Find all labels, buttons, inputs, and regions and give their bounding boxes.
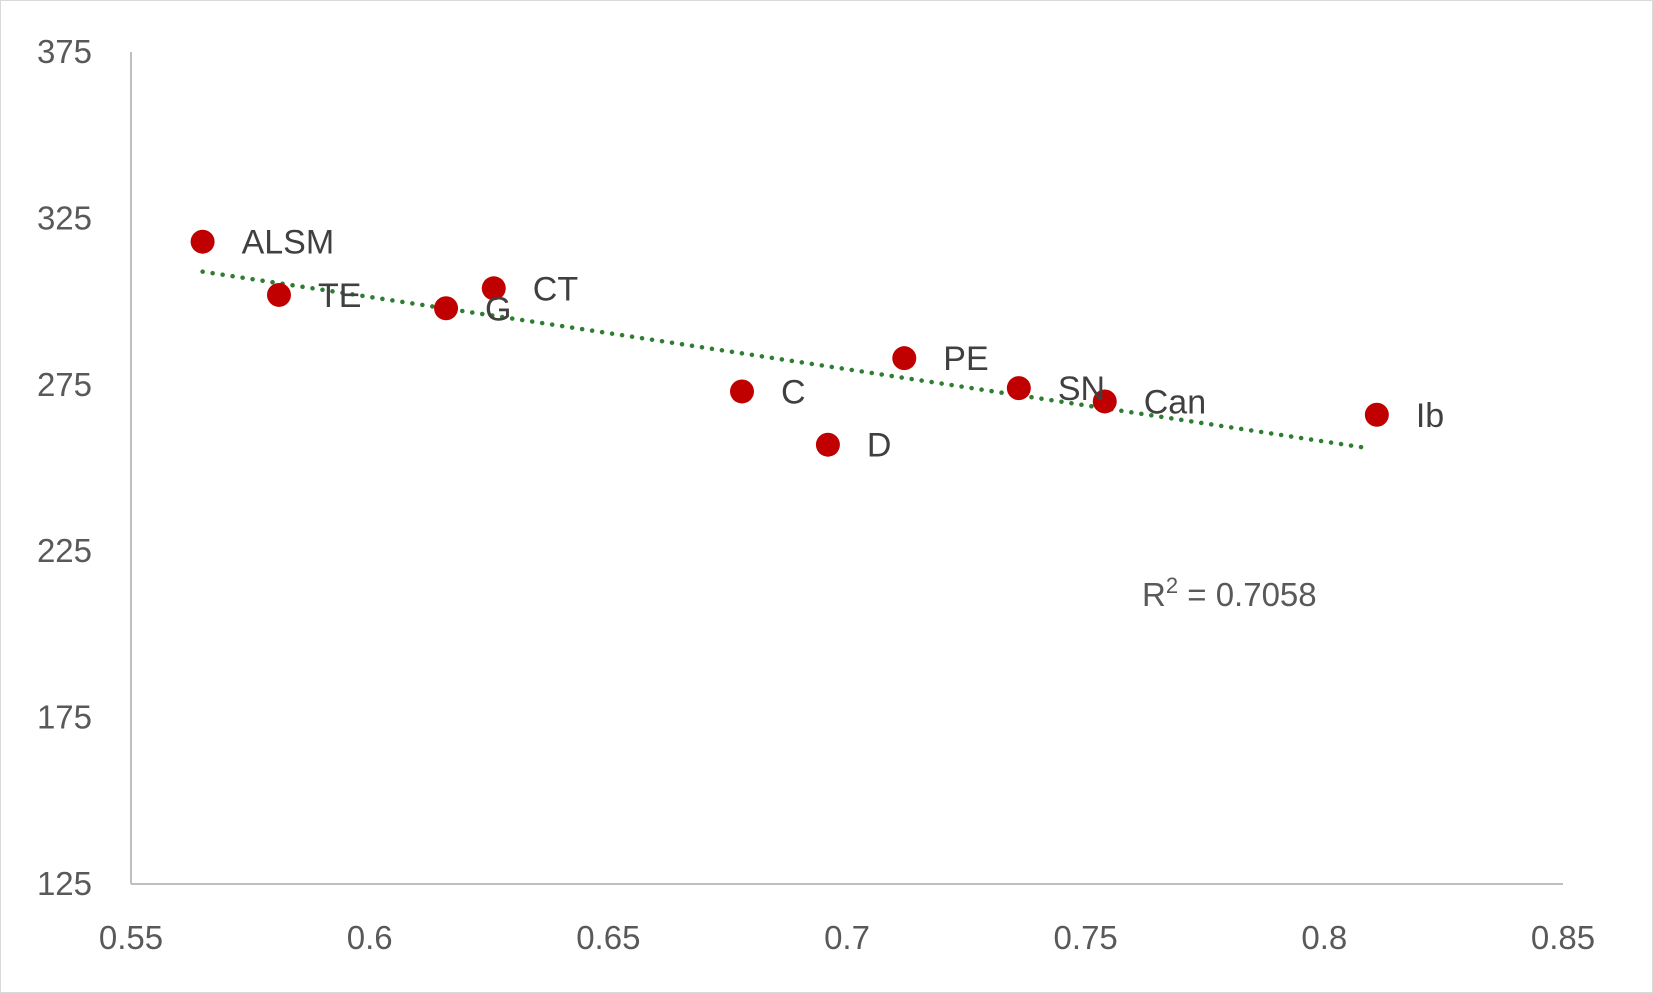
data-point xyxy=(190,229,215,254)
data-point xyxy=(815,432,840,457)
data-point xyxy=(1006,376,1031,401)
r-squared-label: R2 = 0.7058 xyxy=(1142,573,1317,613)
data-point xyxy=(266,282,291,307)
point-label: ALSM xyxy=(242,224,335,262)
y-tick-label: 325 xyxy=(37,199,92,236)
x-axis: 0.55 0.6 0.65 0.7 0.75 0.8 0.85 xyxy=(99,883,1595,956)
x-tick-label: 0.85 xyxy=(1531,919,1595,956)
data-point xyxy=(1364,402,1389,427)
data-point xyxy=(1092,389,1117,414)
point-label: C xyxy=(781,373,806,411)
data-points xyxy=(190,229,1389,457)
x-tick-label: 0.75 xyxy=(1054,919,1118,956)
trendline xyxy=(200,269,1370,451)
y-tick-label: 175 xyxy=(37,699,92,736)
linear-trendline xyxy=(200,269,1370,451)
data-point xyxy=(434,296,459,321)
point-label: Ib xyxy=(1416,397,1444,435)
point-label: D xyxy=(867,427,892,465)
x-tick-label: 0.7 xyxy=(824,919,870,956)
point-label: PE xyxy=(943,340,988,378)
y-tick-label: 275 xyxy=(37,366,92,403)
data-point xyxy=(892,346,917,371)
x-tick-label: 0.55 xyxy=(99,919,163,956)
y-tick-label: 225 xyxy=(37,532,92,569)
data-point xyxy=(481,276,506,301)
point-label: G xyxy=(485,290,511,328)
x-tick-label: 0.6 xyxy=(347,919,393,956)
point-label: SN xyxy=(1058,370,1105,408)
point-label: CT xyxy=(533,270,578,308)
data-point xyxy=(729,379,754,404)
x-tick-label: 0.65 xyxy=(576,919,640,956)
x-tick-label: 0.8 xyxy=(1301,919,1347,956)
y-tick-label: 375 xyxy=(37,33,92,70)
y-tick-label: 125 xyxy=(37,865,92,902)
point-label: TE xyxy=(318,277,361,315)
point-label: Can xyxy=(1144,383,1206,421)
y-axis: 125 175 225 275 325 375 xyxy=(37,33,132,902)
point-labels: ALSM TE G CT C D PE SN Can Ib xyxy=(242,224,1445,465)
